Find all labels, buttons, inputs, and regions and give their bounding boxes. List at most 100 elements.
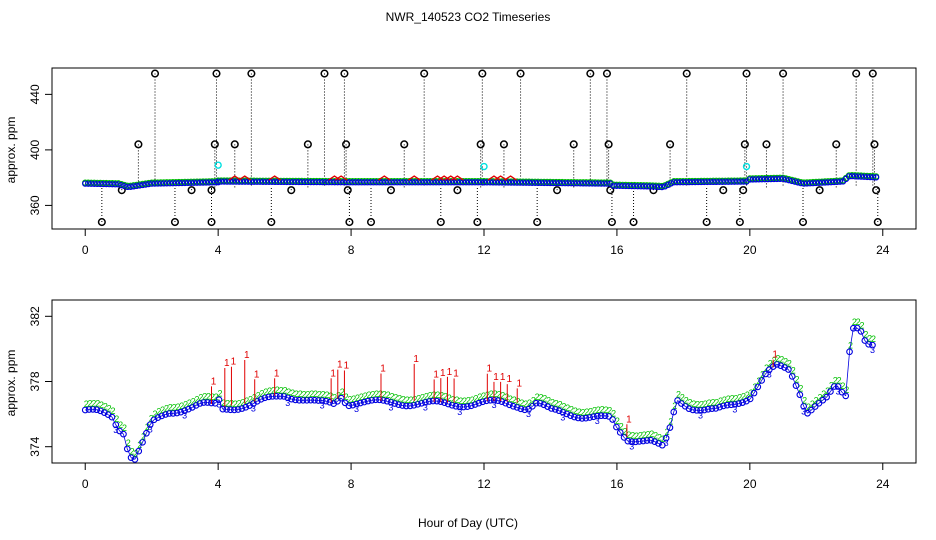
bottom-series3-point — [154, 414, 162, 421]
top-series3-point — [758, 175, 766, 183]
bottom-series2-label: 2 — [814, 396, 819, 406]
bottom-series3-segment — [467, 405, 472, 408]
bottom-series3-segment — [746, 398, 751, 402]
top-series3-point — [673, 178, 681, 186]
bottom-series3-point — [475, 399, 483, 407]
top-series3-point — [710, 178, 717, 186]
bottom-series3-point — [196, 400, 204, 407]
top-flagged-point — [267, 218, 276, 227]
bottom-series2-label: 2 — [718, 396, 723, 406]
bottom-series2-label: 2 — [217, 389, 222, 399]
bottom-series3-segment — [574, 416, 579, 419]
top-series3-point — [133, 182, 140, 190]
top-series3-point — [869, 173, 877, 181]
bottom-series2-label: 2 — [183, 400, 188, 410]
top-series3-point — [358, 179, 365, 186]
bottom-series2-label: 2 — [271, 385, 276, 395]
top-flagged-point — [187, 186, 196, 195]
bottom-series3-segment — [765, 369, 770, 375]
bottom-series3-point — [143, 429, 150, 437]
top-flagged-point — [739, 186, 748, 195]
bottom-series2-label: 2 — [645, 430, 650, 440]
top-series3-point — [628, 182, 635, 190]
top-flagged-point — [606, 186, 615, 195]
bottom-series3-segment — [238, 408, 243, 410]
bottom-series3-point — [754, 383, 762, 391]
bottom-series2-label: 2 — [260, 388, 265, 398]
bottom-x-tick-label: 24 — [876, 477, 890, 491]
bottom-series1-label: 1 — [516, 378, 522, 389]
bottom-series3-label: 3 — [801, 406, 806, 416]
bottom-series2-label: 2 — [684, 395, 689, 405]
bottom-series2-label: 2 — [573, 406, 578, 416]
bottom-series2-label: 2 — [856, 317, 861, 327]
bottom-series2-label: 2 — [569, 405, 574, 415]
top-series3-point — [232, 178, 240, 185]
bottom-series2-label: 2 — [615, 416, 620, 426]
bottom-series3-segment — [153, 417, 159, 421]
bottom-series2-label: 2 — [145, 422, 150, 432]
bottom-series2-label: 2 — [710, 398, 715, 408]
top-series3-point — [295, 178, 303, 186]
top-series3-point — [322, 178, 329, 186]
bottom-series3-point — [720, 402, 727, 410]
bottom-series2-label: 2 — [772, 356, 777, 366]
bottom-series2-label: 2 — [359, 392, 364, 402]
top-series3-point — [725, 178, 732, 185]
top-series3-point — [304, 178, 311, 186]
bottom-series3-label: 3 — [767, 370, 772, 380]
bottom-series3-segment — [176, 411, 181, 414]
bottom-series3-point — [242, 403, 250, 411]
bottom-series3-point — [544, 403, 551, 410]
top-series3-point — [728, 178, 735, 185]
bottom-series3-point — [620, 434, 628, 441]
top-series3-point — [462, 179, 470, 186]
bottom-series1-label: 1 — [380, 364, 386, 375]
top-flagged-point — [499, 140, 508, 149]
top-series3-point — [403, 179, 410, 186]
top-series3-point — [142, 181, 149, 188]
top-flagged-point — [207, 218, 216, 227]
bottom-series3-label: 3 — [251, 404, 256, 414]
top-series3-point — [755, 176, 763, 183]
top-flagged-point — [682, 69, 691, 78]
top-series3-point — [498, 179, 506, 186]
top-series3-point — [731, 178, 738, 185]
bottom-series2-label: 2 — [279, 385, 284, 395]
top-flagged-point — [97, 218, 106, 227]
top-series3-point — [540, 179, 548, 187]
top-series3-point — [586, 180, 593, 187]
bottom-series3-label: 3 — [354, 404, 359, 414]
bottom-series3-label: 3 — [492, 400, 497, 410]
bottom-series3-point — [108, 413, 116, 421]
top-series3-point — [604, 180, 611, 187]
bottom-series3-segment — [585, 417, 590, 419]
top-flagged-point — [779, 69, 788, 78]
top-series3-point — [779, 175, 787, 182]
bottom-series3-segment — [199, 402, 204, 404]
bottom-x-tick-label: 16 — [610, 477, 624, 491]
top-series3-point — [427, 179, 434, 186]
bottom-series3-segment — [757, 380, 762, 388]
top-flagged-point — [343, 186, 352, 195]
bottom-series1-label: 1 — [254, 369, 260, 380]
bottom-series3-point — [158, 412, 166, 420]
top-panel: 0 4 8 12 16 20 24 360 400 440 approx. ppm — [4, 67, 917, 257]
top-series3-point — [619, 182, 626, 190]
bottom-series3-segment — [180, 410, 185, 413]
bottom-series3-segment — [214, 399, 220, 404]
top-series3-point — [634, 182, 641, 190]
top-series3-point — [184, 179, 192, 187]
bottom-series2-label: 2 — [535, 392, 540, 402]
bottom-series2-label: 2 — [623, 426, 628, 436]
bottom-series3-point — [257, 395, 265, 403]
bottom-series2-label: 2 — [863, 330, 868, 340]
bottom-series3-label: 3 — [216, 400, 221, 410]
top-cyan-point — [742, 162, 751, 171]
top-x-tick-label: 4 — [215, 243, 222, 257]
bottom-series2-label: 2 — [665, 427, 670, 437]
bottom-series3-point — [322, 397, 330, 405]
top-series3-point — [740, 178, 747, 185]
bottom-series3-segment — [149, 419, 155, 425]
